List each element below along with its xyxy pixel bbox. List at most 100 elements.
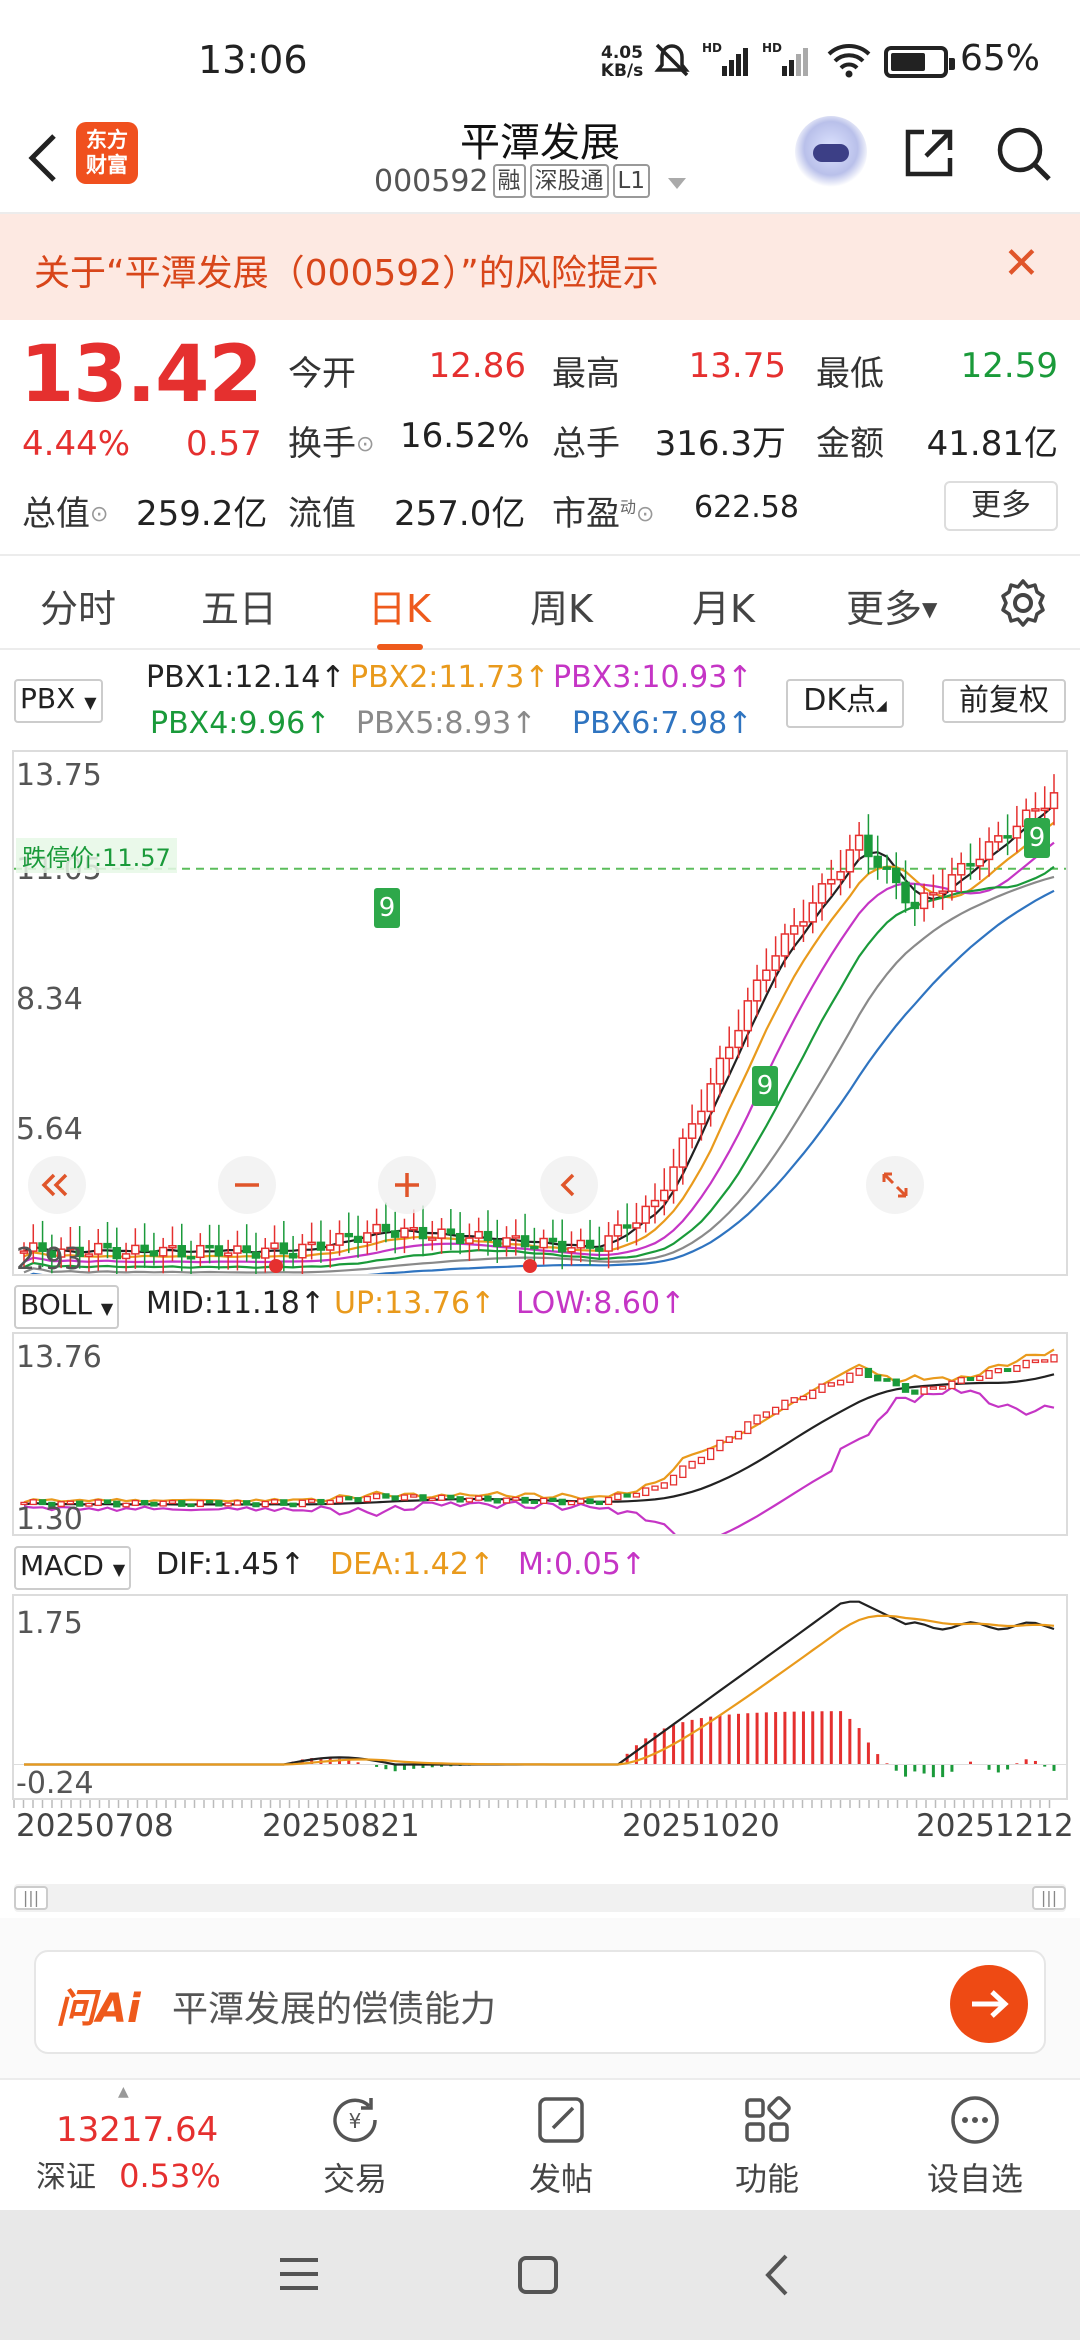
home-icon[interactable] <box>516 2254 560 2300</box>
boll-candle <box>595 1500 603 1506</box>
candle-body <box>428 1237 437 1241</box>
candle-body <box>233 1245 242 1254</box>
ai-suggested-question[interactable]: 平潭发展的偿债能力 <box>172 1989 497 2030</box>
app-logo[interactable]: 东方 财富 <box>76 122 138 184</box>
search-button[interactable] <box>994 124 1054 184</box>
ai-robot-icon[interactable] <box>795 116 867 188</box>
candle-body <box>279 1242 289 1255</box>
candle-body <box>288 1252 298 1259</box>
volume-label: 总手 <box>552 424 620 464</box>
macd-chart[interactable]: 1.75 -0.24 <box>12 1594 1068 1800</box>
caret-down-icon: ▼ <box>922 597 938 621</box>
ai-question-box[interactable]: 问Ai 平潭发展的偿债能力 <box>34 1950 1046 2054</box>
candle-body <box>205 1244 214 1249</box>
adjust-mode-button[interactable]: 前复权 <box>942 679 1066 723</box>
candle-body <box>492 1239 502 1248</box>
scroll-left-fast-button[interactable] <box>28 1156 86 1214</box>
tab-more[interactable]: 更多▼ <box>846 578 937 633</box>
candle-body <box>752 979 762 1002</box>
range-handle-right[interactable]: ||| <box>1032 1886 1066 1910</box>
range-handle-left[interactable]: ||| <box>14 1886 48 1910</box>
fullscreen-button[interactable] <box>866 1156 924 1214</box>
boll-candle <box>280 1499 288 1506</box>
nav-add-watchlist[interactable]: 设自选 <box>900 2090 1050 2200</box>
info-icon[interactable]: ⊙ <box>636 502 655 527</box>
info-icon[interactable]: ⊙ <box>90 502 109 527</box>
gear-icon[interactable] <box>996 576 1050 630</box>
candle-body <box>409 1226 418 1231</box>
more-quote-button[interactable]: 更多 <box>944 481 1058 531</box>
tab-intraday[interactable]: 分时 <box>40 587 117 631</box>
boll-candle <box>335 1496 344 1504</box>
boll-candle <box>929 1386 938 1390</box>
boll-candle <box>224 1502 232 1507</box>
candle-body <box>660 1189 669 1202</box>
nav-functions[interactable]: 功能 <box>692 2090 842 2200</box>
nav-post-label: 发帖 <box>528 2160 593 2198</box>
pbx6-value: PBX6:7.98↑ <box>572 706 753 741</box>
boll-candle <box>187 1503 195 1508</box>
boll-candle <box>205 1500 214 1504</box>
boll-candle <box>140 1499 149 1506</box>
boll-candle <box>818 1383 826 1393</box>
boll-candle <box>233 1500 242 1506</box>
boll-chart[interactable]: 13.76 1.30 <box>12 1332 1068 1536</box>
y-axis-label: 5.64 <box>16 1112 83 1147</box>
scroll-left-button[interactable] <box>540 1156 598 1214</box>
candle-body <box>149 1250 159 1257</box>
boll-candle <box>549 1497 557 1503</box>
boll-mid: MID:11.18↑ <box>146 1286 325 1321</box>
boll-candle <box>326 1499 334 1505</box>
back-icon[interactable] <box>760 2252 794 2302</box>
zoom-in-button[interactable] <box>378 1156 436 1214</box>
caret-up-icon: ▲ <box>118 2084 129 2100</box>
candle-body <box>251 1251 261 1259</box>
dk-point-button[interactable]: DK点◢ <box>786 679 904 728</box>
boll-candle <box>994 1368 1002 1374</box>
amount-value: 41.81亿 <box>926 424 1058 464</box>
risk-banner-text[interactable]: 关于“平潭发展（000592）”的风险提示 <box>34 253 659 294</box>
boll-candle <box>846 1372 854 1383</box>
chart-range-scrollbar[interactable]: ||| ||| <box>14 1884 1066 1912</box>
boll-candle <box>317 1498 325 1505</box>
candle-body <box>576 1239 586 1249</box>
boll-up: UP:13.76↑ <box>334 1286 496 1321</box>
tag-margin: 融 <box>492 164 526 198</box>
chevron-left-icon <box>28 134 56 182</box>
candle-body <box>316 1241 326 1251</box>
info-icon[interactable]: ⊙ <box>356 432 375 457</box>
ai-send-button[interactable] <box>950 1965 1028 2043</box>
candle-body <box>437 1228 446 1239</box>
minus-icon <box>235 1183 259 1187</box>
tab-daily-k[interactable]: 日K <box>368 587 431 631</box>
main-indicator-select[interactable]: PBX ▼ <box>14 679 103 723</box>
tab-monthly-k[interactable]: 月K <box>692 587 755 631</box>
date-label: 20251212 <box>916 1808 1074 1844</box>
boll-candle <box>308 1498 316 1503</box>
index-ticker[interactable]: ▲ 13217.64 深证 0.53% <box>20 2084 280 2196</box>
candle-body <box>929 892 938 896</box>
tab-weekly-k[interactable]: 周K <box>530 587 593 631</box>
risk-banner[interactable]: 关于“平潭发展（000592）”的风险提示 ✕ <box>0 214 1080 320</box>
zoom-out-button[interactable] <box>218 1156 276 1214</box>
back-button[interactable] <box>20 128 70 188</box>
boll-candle <box>298 1499 307 1508</box>
status-time: 13:06 <box>198 38 308 82</box>
stock-code-row[interactable]: 000592 融深股通 L1 <box>374 164 688 199</box>
kline-chart[interactable]: 13.75 11.05 8.34 5.64 2.93 跌停价:11.57 9 9… <box>12 750 1068 1276</box>
logo-line2: 财富 <box>86 153 128 177</box>
boll-candle <box>669 1474 678 1486</box>
tab-five-day[interactable]: 五日 <box>201 587 278 631</box>
macd-indicator-select[interactable]: MACD ▼ <box>14 1546 132 1590</box>
share-button[interactable] <box>900 124 958 182</box>
boll-indicator-select[interactable]: BOLL ▼ <box>14 1285 120 1329</box>
menu-icon[interactable] <box>276 2254 322 2298</box>
close-icon[interactable]: ✕ <box>1003 238 1040 289</box>
svg-text:¥: ¥ <box>349 2109 362 2133</box>
candle-body <box>223 1252 233 1257</box>
change-amount: 0.57 <box>186 424 262 464</box>
nav-post[interactable]: 发帖 <box>486 2090 636 2200</box>
candle-body <box>121 1253 131 1260</box>
boll-candle <box>957 1377 965 1384</box>
nav-trade[interactable]: ¥ 交易 <box>280 2090 430 2200</box>
